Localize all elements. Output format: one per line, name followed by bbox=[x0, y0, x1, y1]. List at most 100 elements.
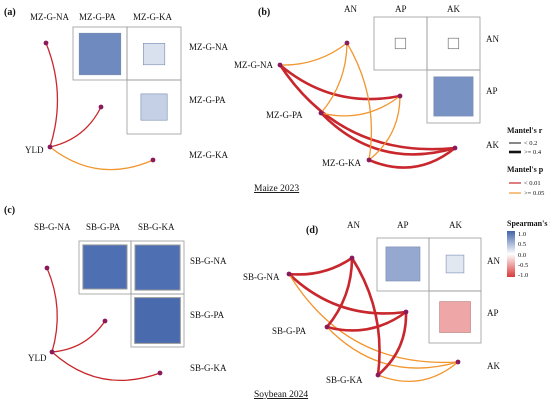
link-node-d-0 bbox=[286, 271, 292, 277]
legend-mantel-r-item-0: < 0.2 bbox=[524, 140, 537, 147]
var-label-b-na: MZ-G-NA bbox=[234, 60, 273, 70]
mantel-link-d-6 bbox=[350, 256, 381, 377]
col-label-a-ka: MZ-G-KA bbox=[133, 12, 172, 22]
mantel-link-c-0 bbox=[46, 267, 58, 353]
link-node-b-4 bbox=[397, 93, 403, 99]
row-label-d-ap: AP bbox=[487, 308, 499, 318]
col-label-c-na: SB-G-NA bbox=[34, 222, 71, 232]
heatmap-cell-a-pa-ka bbox=[140, 93, 168, 121]
cell-frame bbox=[126, 79, 182, 135]
legend-mantel-p-title: Mantel's p bbox=[507, 165, 544, 174]
mantel-link-b-3 bbox=[320, 42, 348, 114]
link-node-a-3 bbox=[150, 157, 156, 163]
var-label-d-pa: SB-G-PA bbox=[272, 326, 307, 336]
link-node-d-5 bbox=[455, 359, 461, 365]
heatmap-cell-a-na-pa bbox=[78, 32, 122, 76]
mantel-link-d-8 bbox=[377, 361, 459, 382]
col-label-b-ak: AK bbox=[447, 4, 460, 14]
panel-label-b: (b) bbox=[258, 7, 270, 18]
col-label-d-ak: AK bbox=[449, 220, 462, 230]
caption-soybean: Soybean 2024 bbox=[254, 390, 308, 400]
mantel-link-b-1 bbox=[278, 63, 402, 101]
link-node-d-3 bbox=[349, 255, 355, 261]
var-label-d-na: SB-G-NA bbox=[243, 272, 280, 282]
link-node-c-0 bbox=[49, 349, 55, 355]
legend-mantel-p-item-1: >= 0.05 bbox=[524, 190, 544, 197]
caption-maize: Maize 2023 bbox=[254, 184, 299, 194]
cell-frame bbox=[428, 290, 482, 344]
heatmap-cell-a-na-ka bbox=[143, 42, 166, 66]
link-node-a-1 bbox=[43, 40, 49, 46]
mantel-link-c-1 bbox=[51, 320, 106, 353]
panel-a-grid bbox=[72, 26, 182, 135]
row-label-a-pa: MZ-G-PA bbox=[189, 95, 226, 105]
heatmap-cell-d-an-ap bbox=[385, 246, 421, 282]
mantel-link-d-2 bbox=[288, 273, 459, 364]
col-label-a-pa: MZ-G-PA bbox=[79, 12, 116, 22]
col-label-d-an: AN bbox=[347, 220, 360, 230]
link-node-c-2 bbox=[102, 318, 108, 324]
panel-label-c: (c) bbox=[4, 205, 15, 216]
heatmap-cell-b-ap-ak bbox=[433, 76, 474, 117]
legend-mantel-r: Mantel's r < 0.2 >= 0.4 bbox=[507, 126, 543, 156]
heatmap-cell-c-pa-ka bbox=[134, 297, 181, 344]
row-label-d-ak: AK bbox=[487, 361, 500, 371]
panel-label-d: (d) bbox=[306, 225, 318, 236]
heatmap-cell-d-ap-ak bbox=[439, 301, 471, 333]
mantel-link-b-7 bbox=[368, 95, 401, 161]
panel-b-links bbox=[277, 40, 458, 169]
legend-mantel-p: Mantel's p < 0.01 >= 0.05 bbox=[507, 165, 544, 197]
link-node-c-1 bbox=[44, 265, 50, 271]
mantel-link-b-6 bbox=[346, 42, 373, 161]
mantel-link-b-8 bbox=[367, 146, 457, 169]
var-label-b-ka: MZ-G-KA bbox=[322, 158, 361, 168]
row-label-b-ak: AK bbox=[486, 140, 499, 150]
mantel-link-a-1 bbox=[49, 106, 102, 148]
link-node-b-3 bbox=[344, 40, 350, 46]
row-label-d-an: AN bbox=[487, 256, 500, 266]
link-node-a-2 bbox=[98, 104, 104, 110]
panel-c: SB-G-NA SB-G-PA SB-G-KA SB-G-NA SB-G-PA … bbox=[28, 222, 227, 382]
panel-a-links bbox=[43, 40, 156, 171]
link-node-d-4 bbox=[403, 309, 409, 315]
row-label-a-ka: MZ-G-KA bbox=[189, 150, 228, 160]
yld-label-a: YLD bbox=[25, 145, 44, 155]
legend-mantel-r-title: Mantel's r bbox=[507, 126, 543, 135]
legend-spearman: Spearman's r 1.0 0.5 0.0 -0.5 -1.0 bbox=[507, 219, 550, 279]
row-label-c-ka: SB-G-KA bbox=[190, 363, 227, 373]
panel-b: AN AP AK AN AP AK MZ-G-NA MZ-G-PA MZ-G-K… bbox=[234, 4, 499, 169]
panel-label-a: (a) bbox=[4, 7, 16, 18]
row-label-c-pa: SB-G-PA bbox=[190, 310, 225, 320]
mantel-link-d-3 bbox=[325, 256, 354, 329]
col-label-b-ap: AP bbox=[395, 4, 407, 14]
heatmap-cell-b-an-ak bbox=[447, 37, 460, 50]
cell-frame bbox=[130, 293, 185, 348]
link-node-d-2 bbox=[375, 372, 381, 378]
legend-spearman-tick-4: -1.0 bbox=[518, 272, 528, 279]
row-label-a-na: MZ-G-NA bbox=[189, 42, 228, 52]
panel-d: AN AP AK AN AP AK SB-G-NA SB-G-PA SB-G-K… bbox=[243, 220, 500, 385]
legend-spearman-title: Spearman's r bbox=[507, 219, 550, 228]
mantel-link-d-7 bbox=[376, 310, 408, 377]
link-node-d-1 bbox=[324, 324, 330, 330]
legend-spearman-tick-1: 0.5 bbox=[518, 241, 526, 248]
legend-mantel-p-item-0: < 0.01 bbox=[524, 180, 541, 187]
var-label-d-ka: SB-G-KA bbox=[326, 375, 363, 385]
row-label-c-na: SB-G-NA bbox=[190, 256, 227, 266]
col-label-c-pa: SB-G-PA bbox=[86, 222, 121, 232]
link-node-a-0 bbox=[47, 144, 53, 150]
heatmap-cell-c-na-pa bbox=[82, 244, 128, 290]
heatmap-cell-c-na-ka bbox=[134, 244, 181, 291]
heatmap-cell-b-an-ap bbox=[394, 37, 407, 50]
mantel-link-a-0 bbox=[45, 42, 59, 148]
mantel-link-d-1 bbox=[287, 272, 408, 315]
link-node-b-2 bbox=[366, 157, 372, 163]
legend-spearman-tick-0: 1.0 bbox=[518, 231, 526, 238]
legend-spearman-colorbar bbox=[507, 231, 515, 277]
legend-spearman-tick-2: 0.0 bbox=[518, 252, 526, 259]
row-label-b-an: AN bbox=[486, 34, 499, 44]
legend-mantel-r-item-1: >= 0.4 bbox=[524, 149, 542, 156]
col-label-b-an: AN bbox=[344, 4, 357, 14]
mantel-link-d-4 bbox=[325, 310, 408, 332]
